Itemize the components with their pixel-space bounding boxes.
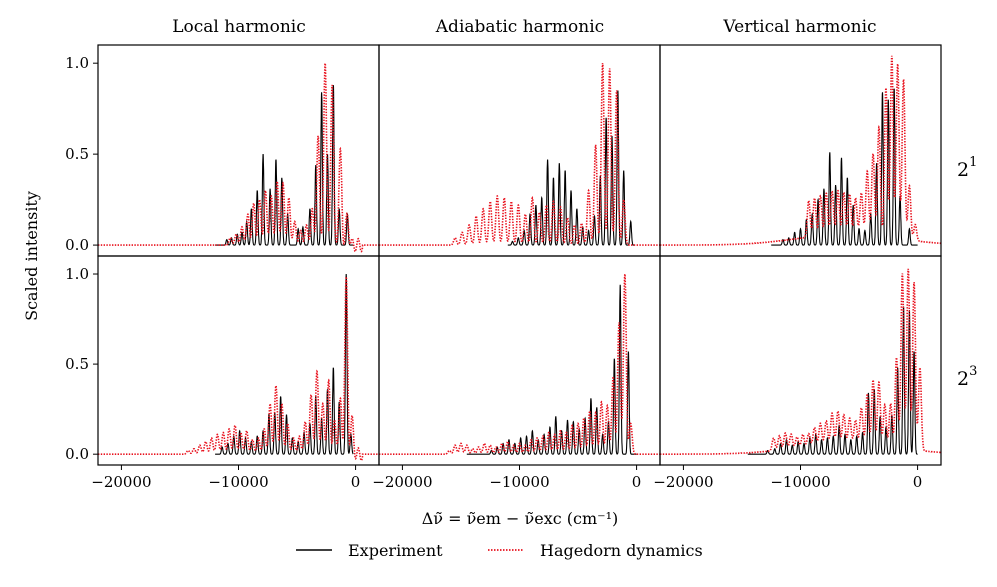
- hagedorn-line-r0c2: [660, 55, 941, 246]
- panel-r1c1: −20000 −10000 0: [372, 255, 661, 491]
- panel-frame-r0c0: [97, 44, 380, 257]
- experiment-line-r1c0: [215, 273, 354, 455]
- row-label-2-1: 21: [957, 155, 977, 181]
- y-axis-label: Scaled intensity: [22, 191, 41, 321]
- row-label-2-1-sup: 1: [969, 155, 977, 170]
- row-label-2-1-base: 2: [957, 159, 969, 181]
- panel-frame-r1c0: [97, 255, 380, 466]
- hagedorn-line-r0c1: [379, 63, 660, 246]
- hagedorn-line-r1c0: [98, 276, 379, 462]
- experiment-line-r0c0: [215, 84, 354, 246]
- experiment-line-r0c2: [771, 88, 918, 246]
- row-label-2-3: 23: [957, 364, 977, 390]
- col-title-vertical-harmonic: Vertical harmonic: [722, 17, 876, 37]
- x-tick-label-r1c0-2: 0: [351, 473, 361, 491]
- x-tick-label-r1c1-1: −10000: [489, 473, 549, 491]
- row-label-2-3-sup: 3: [969, 364, 977, 379]
- x-tick-label-r1c1-2: 0: [632, 473, 642, 491]
- legend-hagedorn-label: Hagedorn dynamics: [540, 541, 703, 560]
- x-tick-label-r1c2-1: −10000: [770, 473, 830, 491]
- panel-r1c0: 0.0 0.5 1.0 −20000 −10000 0: [65, 255, 380, 491]
- col-title-adiabatic-harmonic: Adiabatic harmonic: [435, 17, 604, 37]
- hagedorn-line-r1c2: [660, 268, 941, 456]
- hagedorn-line-r0c0: [98, 62, 379, 253]
- experiment-line-r0c1: [507, 90, 635, 246]
- panel-r0c2: [659, 44, 942, 257]
- legend-experiment-label: Experiment: [348, 541, 443, 560]
- x-tick-label-r1c0-0: −20000: [91, 473, 151, 491]
- y-tick-label-r1c0-2: 1.0: [65, 265, 89, 283]
- x-tick-label-r1c0-1: −10000: [208, 473, 268, 491]
- hagedorn-line-r1c1: [379, 273, 660, 456]
- legend: Experiment Hagedorn dynamics: [296, 541, 703, 560]
- y-tick-label-r0c0-1: 0.5: [65, 145, 89, 163]
- experiment-line-r1c1: [466, 284, 637, 455]
- y-tick-label-r1c0-1: 0.5: [65, 355, 89, 373]
- col-title-local-harmonic: Local harmonic: [172, 17, 306, 37]
- x-axis-label: Δν̃ = ν̃em − ν̃exc (cm⁻¹): [422, 509, 619, 528]
- panel-frame-r1c1: [378, 255, 661, 466]
- x-tick-label-r1c2-2: 0: [913, 473, 923, 491]
- panel-r0c0: 0.0 0.5 1.0: [65, 44, 380, 257]
- panels-layer: 0.0 0.5 1.0 0.0 0.5 1.0 −20000 −10000 0 −20000 −10…: [65, 44, 942, 491]
- y-tick-label-r0c0-0: 0.0: [65, 236, 89, 254]
- panel-r0c1: [378, 44, 661, 257]
- panel-r1c2: −20000 −10000 0: [653, 255, 942, 491]
- y-tick-label-r0c0-2: 1.0: [65, 54, 89, 72]
- x-tick-label-r1c2-0: −20000: [653, 473, 713, 491]
- row-label-2-3-base: 2: [957, 368, 969, 390]
- experiment-line-r1c2: [747, 306, 918, 455]
- y-tick-label-r1c0-0: 0.0: [65, 445, 89, 463]
- x-tick-label-r1c1-0: −20000: [372, 473, 432, 491]
